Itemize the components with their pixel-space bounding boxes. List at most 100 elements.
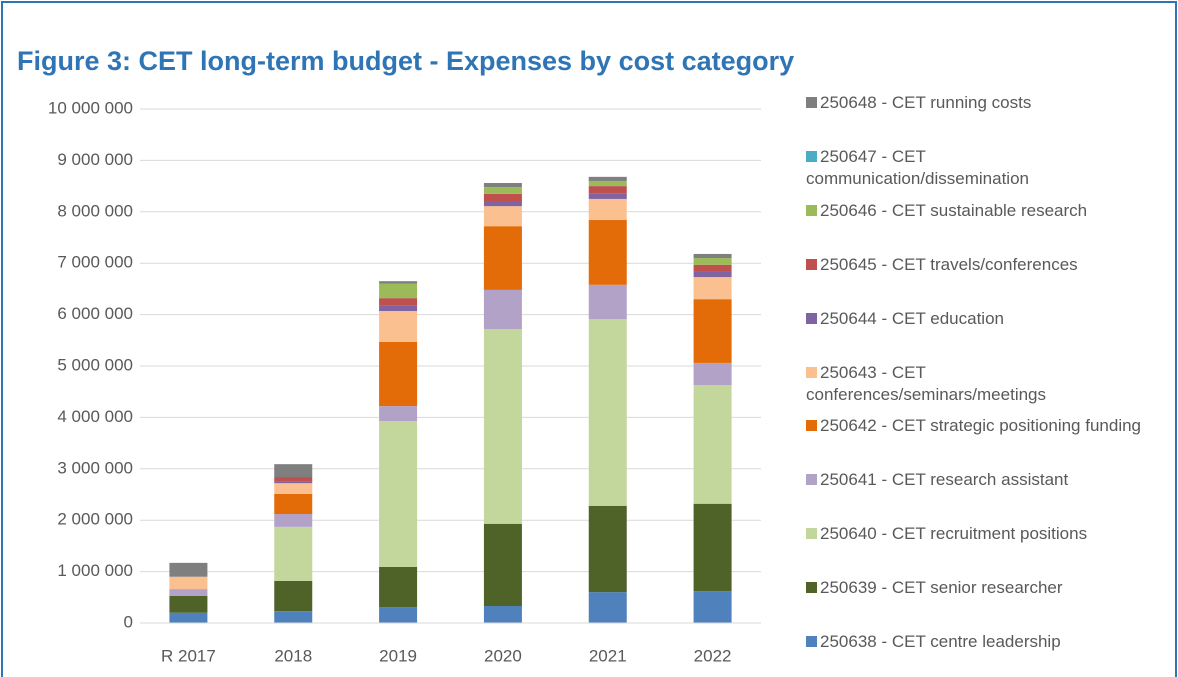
bar-segment [379, 283, 418, 299]
y-tick-label: 10 000 000 [48, 98, 133, 117]
bar-segment [274, 611, 313, 623]
bar-segment [588, 592, 627, 623]
bar-segment [693, 277, 732, 300]
bar-segment [274, 477, 313, 482]
legend-label: 250645 - CET travels/conferences [820, 254, 1078, 274]
bar-segment [379, 311, 418, 342]
y-tick-label: 9 000 000 [57, 150, 133, 169]
legend-swatch [806, 366, 817, 378]
bar-segment [483, 328, 522, 524]
legend-label: 250646 - CET sustainable research [820, 200, 1088, 220]
bar-segment [274, 483, 313, 494]
legend-entry: 250644 - CET education [806, 308, 1146, 330]
legend-swatch [806, 528, 817, 540]
bar-segment [693, 503, 732, 592]
bar-segment [379, 298, 418, 306]
x-tick-label: R 2017 [161, 646, 216, 665]
y-tick-label: 7 000 000 [57, 253, 133, 272]
legend-entry: 250647 - CET communication/dissemination [806, 146, 1146, 190]
bar-segment [274, 481, 313, 484]
bar-segment [483, 206, 522, 227]
bar-segment [693, 253, 732, 259]
legend-label: 250644 - CET education [820, 308, 1004, 328]
bar-segment [169, 612, 208, 623]
legend-entry: 250648 - CET running costs [806, 92, 1146, 114]
y-tick-label: 8 000 000 [57, 201, 133, 220]
legend-entry: 250643 - CET conferences/seminars/meetin… [806, 362, 1146, 406]
bar-segment [588, 186, 627, 194]
bar-segment [693, 299, 732, 363]
bar-segment [693, 385, 732, 504]
legend-label: 250643 - CET conferences/seminars/meetin… [806, 362, 1047, 404]
bar-segment [379, 607, 418, 623]
x-tick-label: 2020 [484, 646, 522, 665]
bar-segment [379, 341, 418, 407]
bar-segment [483, 289, 522, 329]
bar-segment [483, 226, 522, 290]
bar-segment [693, 591, 732, 623]
bar-segment [588, 220, 627, 285]
y-tick-label: 6 000 000 [57, 304, 133, 323]
bar-segment [693, 258, 732, 265]
legend-swatch [806, 258, 817, 270]
y-tick-label: 2 000 000 [57, 510, 133, 529]
legend-swatch [806, 204, 817, 216]
bar-segment [693, 264, 732, 272]
legend-label: 250638 - CET centre leadership [820, 632, 1061, 651]
legend-label: 250648 - CET running costs [820, 93, 1032, 112]
bar-segment [379, 406, 418, 421]
bar-segment [274, 464, 313, 478]
bar-segment [483, 606, 522, 623]
legend-swatch [806, 97, 817, 108]
y-tick-label: 0 [124, 612, 133, 631]
y-tick-label: 4 000 000 [57, 407, 133, 426]
bar-segment [483, 201, 522, 207]
x-tick-label: 2019 [379, 646, 417, 665]
legend-swatch [806, 582, 817, 594]
x-tick-label: 2021 [589, 646, 627, 665]
bar-segment [588, 180, 627, 187]
legend-swatch [806, 312, 817, 324]
legend-swatch [806, 474, 817, 486]
bar-segment [588, 505, 627, 593]
legend-entry: 250640 - CET recruitment positions [806, 523, 1146, 545]
bar-segment [588, 176, 627, 181]
bar-segment [274, 580, 313, 612]
legend-swatch [806, 420, 817, 432]
legend-entry: 250645 - CET travels/conferences [806, 254, 1146, 276]
bar-segment [169, 576, 208, 590]
bar-segment [693, 362, 732, 386]
legend-entry: 250638 - CET centre leadership [806, 631, 1146, 653]
chart-title: Figure 3: CET long-term budget - Expense… [17, 46, 794, 76]
bar-segment [588, 284, 627, 320]
bar-segment [588, 319, 627, 506]
legend-entry: 250646 - CET sustainable research [806, 200, 1146, 222]
bar-segment [169, 595, 208, 613]
bar-segment [379, 566, 418, 608]
bar-segment [274, 493, 313, 515]
legend-label: 250647 - CET communication/dissemination [806, 146, 1029, 188]
legend-label: 250642 - CET strategic positioning fundi… [820, 416, 1141, 436]
bar-segment [274, 526, 313, 581]
legend-label: 250640 - CET recruitment positions [820, 524, 1088, 544]
bar-segment [379, 281, 418, 284]
legend-swatch [806, 636, 817, 647]
y-tick-label: 3 000 000 [57, 458, 133, 477]
bar-segment [169, 589, 208, 596]
bar-segment [379, 305, 418, 312]
bar-segment [169, 562, 208, 577]
bar-segment [483, 193, 522, 202]
bar-segment [274, 514, 313, 527]
x-tick-label: 2018 [274, 646, 312, 665]
legend-label: 250641 - CET research assistant [820, 470, 1069, 490]
bar-segment [588, 198, 627, 221]
y-tick-label: 1 000 000 [57, 561, 133, 580]
legend-entry: 250639 - CET senior researcher [806, 577, 1146, 599]
legend-entry: 250642 - CET strategic positioning fundi… [806, 415, 1146, 437]
x-tick-label: 2022 [694, 646, 732, 665]
bar-segment [379, 420, 418, 567]
legend-label: 250639 - CET senior researcher [820, 578, 1063, 598]
